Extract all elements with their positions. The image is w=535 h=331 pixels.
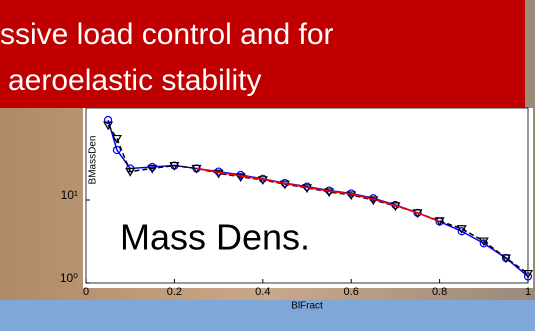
point [111,134,122,144]
point [169,161,180,171]
point [103,121,114,131]
y-axis-label: BMassDen [88,136,99,185]
point [103,115,113,125]
x-tick-label: 0.8 [432,286,447,298]
point [500,254,511,264]
point [125,167,136,177]
point [456,225,467,234]
point [213,169,224,179]
background-stripe [0,300,535,331]
x-tick-label: 0.6 [344,286,359,298]
point [112,145,122,155]
y-tick-label: 10¹ [61,188,78,202]
point [235,173,246,183]
x-tick-label: 0 [83,286,89,298]
point [279,180,290,190]
plot: 0 0.2 0.4 0.6 0.8 1 10⁰ 10¹ BlFract BMassDen Mass … [60,107,534,312]
plot-area [83,108,533,288]
point [324,188,335,198]
point [478,237,489,247]
annotation: Mass Dens. [120,217,310,258]
banner-line: ssive load control and for [0,18,334,51]
x-axis-label: BlFract [291,301,323,312]
banner [0,0,525,108]
y-tick-label: 10⁰ [60,271,78,285]
series-line [196,167,440,223]
banner-line: aeroelastic stability [8,64,261,97]
point [147,164,158,174]
series-line [107,124,529,275]
x-tick-label: 1 [525,286,531,298]
point [346,191,357,201]
x-tick-label: 0.2 [167,286,182,298]
x-tick-label: 0.4 [255,286,270,298]
